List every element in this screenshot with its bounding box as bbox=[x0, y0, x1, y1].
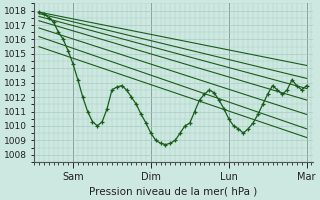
X-axis label: Pression niveau de la mer( hPa ): Pression niveau de la mer( hPa ) bbox=[90, 187, 258, 197]
